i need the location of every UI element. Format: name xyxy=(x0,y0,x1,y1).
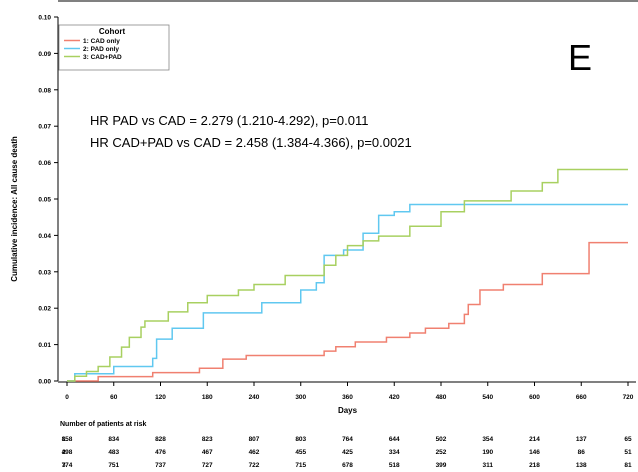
risk-cell: 190 xyxy=(482,449,493,456)
risk-cell: 727 xyxy=(202,462,213,469)
legend-box xyxy=(58,24,170,71)
x-tick-label: 60 xyxy=(110,394,118,401)
risk-cell: 65 xyxy=(624,436,632,443)
risk-cell: 354 xyxy=(482,436,493,443)
risk-cell: 146 xyxy=(529,449,540,456)
risk-cell: 828 xyxy=(155,436,166,443)
x-axis-label: Days xyxy=(338,406,358,415)
x-tick-label: 600 xyxy=(529,394,540,401)
risk-cell: 498 xyxy=(62,449,73,456)
risk-cell: 518 xyxy=(389,462,400,469)
risk-cell: 455 xyxy=(295,449,306,456)
y-tick-label: 0.03 xyxy=(38,269,51,276)
y-tick-label: 0.04 xyxy=(38,233,51,240)
x-tick-label: 480 xyxy=(436,394,447,401)
legend-entry: 3: CAD+PAD xyxy=(83,54,122,61)
risk-cell: 678 xyxy=(342,462,353,469)
hr-annotation-cadpad: HR CAD+PAD vs CAD = 2.458 (1.384-4.366),… xyxy=(90,135,412,150)
legend-title: Cohort xyxy=(99,27,126,36)
x-tick-label: 120 xyxy=(155,394,166,401)
risk-row-id: 2 xyxy=(62,449,66,456)
risk-cell: 86 xyxy=(578,449,586,456)
series-line-3 xyxy=(67,168,628,382)
risk-table-title: Number of patients at risk xyxy=(60,421,146,428)
risk-cell: 807 xyxy=(249,436,260,443)
x-tick-label: 180 xyxy=(202,394,213,401)
risk-cell: 803 xyxy=(295,436,306,443)
legend-entry: 2: PAD only xyxy=(83,46,119,53)
risk-cell: 462 xyxy=(249,449,260,456)
risk-cell: 138 xyxy=(576,462,587,469)
risk-cell: 483 xyxy=(108,449,119,456)
risk-cell: 51 xyxy=(624,449,632,456)
y-tick-label: 0.01 xyxy=(38,342,51,349)
y-tick-label: 0.02 xyxy=(38,306,51,313)
series-layer xyxy=(67,168,628,382)
annotations: HR PAD vs CAD = 2.279 (1.210-4.292), p=0… xyxy=(90,37,592,150)
risk-cell: 823 xyxy=(202,436,213,443)
risk-cell: 834 xyxy=(108,436,119,443)
x-tick-label: 360 xyxy=(342,394,353,401)
risk-cell: 81 xyxy=(624,462,632,469)
legend-entry: 1: CAD only xyxy=(83,38,120,45)
risk-cell: 715 xyxy=(295,462,306,469)
risk-cell: 764 xyxy=(342,436,353,443)
risk-cell: 214 xyxy=(529,436,540,443)
x-tick-label: 300 xyxy=(295,394,306,401)
y-tick-label: 0.06 xyxy=(38,160,51,167)
risk-cell: 425 xyxy=(342,449,353,456)
risk-cell: 252 xyxy=(436,449,447,456)
y-tick-label: 0.08 xyxy=(38,87,51,94)
risk-cell: 399 xyxy=(436,462,447,469)
x-tick-label: 540 xyxy=(482,394,493,401)
y-tick-label: 0.09 xyxy=(38,51,51,58)
risk-cell: 334 xyxy=(389,449,400,456)
risk-cell: 774 xyxy=(62,462,73,469)
x-tick-label: 0 xyxy=(65,394,69,401)
y-tick-label: 0.00 xyxy=(38,379,51,386)
y-tick-label: 0.10 xyxy=(38,15,51,22)
risk-cell: 737 xyxy=(155,462,166,469)
hr-annotation-pad: HR PAD vs CAD = 2.279 (1.210-4.292), p=0… xyxy=(90,113,368,128)
x-tick-label: 720 xyxy=(623,394,634,401)
risk-cell: 218 xyxy=(529,462,540,469)
series-line-2 xyxy=(67,203,628,382)
x-tick-label: 420 xyxy=(389,394,400,401)
panel-label: E xyxy=(568,37,592,78)
y-axis-label: Cumulative incidence: All cause death xyxy=(10,136,19,282)
axes-layer: 0.00 0.01 0.02 0.03 0.04 0.05 0.06 0.07 0.08 0.09… xyxy=(10,0,638,415)
x-tick-label: 660 xyxy=(576,394,587,401)
risk-cell: 644 xyxy=(389,436,400,443)
y-tick-label: 0.05 xyxy=(38,197,51,204)
risk-cell: 502 xyxy=(436,436,447,443)
risk-row-id: 3 xyxy=(62,462,66,469)
series-line-1 xyxy=(67,241,628,382)
risk-cell: 751 xyxy=(108,462,119,469)
risk-cell: 311 xyxy=(483,462,494,469)
risk-row-id: 1 xyxy=(62,436,66,443)
risk-cell: 722 xyxy=(249,462,260,469)
risk-cell: 137 xyxy=(576,436,587,443)
risk-cell: 858 xyxy=(62,436,73,443)
risk-cell: 467 xyxy=(202,449,213,456)
risk-cell: 476 xyxy=(155,449,166,456)
y-tick-label: 0.07 xyxy=(38,124,51,131)
x-tick-label: 240 xyxy=(249,394,260,401)
